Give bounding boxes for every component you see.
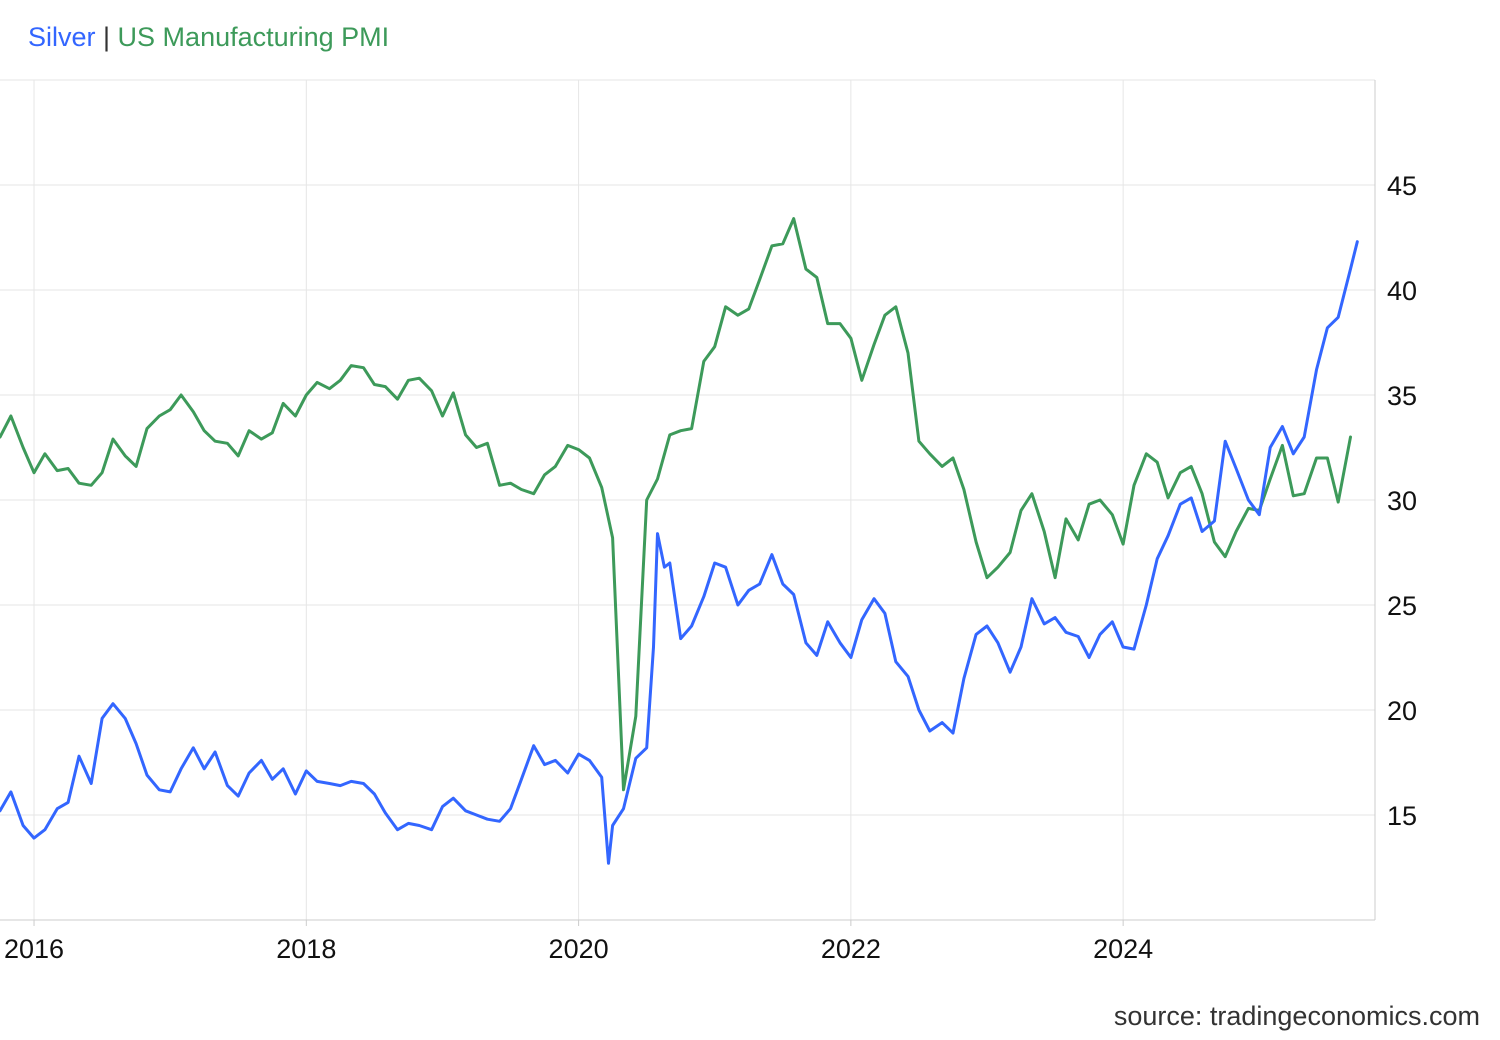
y-tick-label: 35: [1387, 381, 1417, 411]
y-tick-label: 25: [1387, 591, 1417, 621]
y-tick-label: 30: [1387, 486, 1417, 516]
x-tick-label: 2022: [821, 934, 881, 964]
x-tick-label: 2016: [4, 934, 64, 964]
series-line-us-manufacturing-pmi: [0, 217, 1352, 792]
y-tick-label: 20: [1387, 696, 1417, 726]
source-label: source: tradingeconomics.com: [1113, 1001, 1480, 1031]
chart-title: Silver | US Manufacturing PMI: [28, 22, 389, 53]
title-pmi: US Manufacturing PMI: [117, 22, 390, 52]
title-silver: Silver: [28, 22, 96, 52]
series-line-silver: [0, 240, 1359, 865]
y-tick-label: 15: [1387, 801, 1417, 831]
x-tick-label: 2024: [1093, 934, 1153, 964]
x-tick-label: 2018: [276, 934, 336, 964]
x-tick-label: 2020: [549, 934, 609, 964]
y-tick-label: 45: [1387, 171, 1417, 201]
y-tick-label: 40: [1387, 276, 1417, 306]
title-separator: |: [95, 22, 118, 52]
